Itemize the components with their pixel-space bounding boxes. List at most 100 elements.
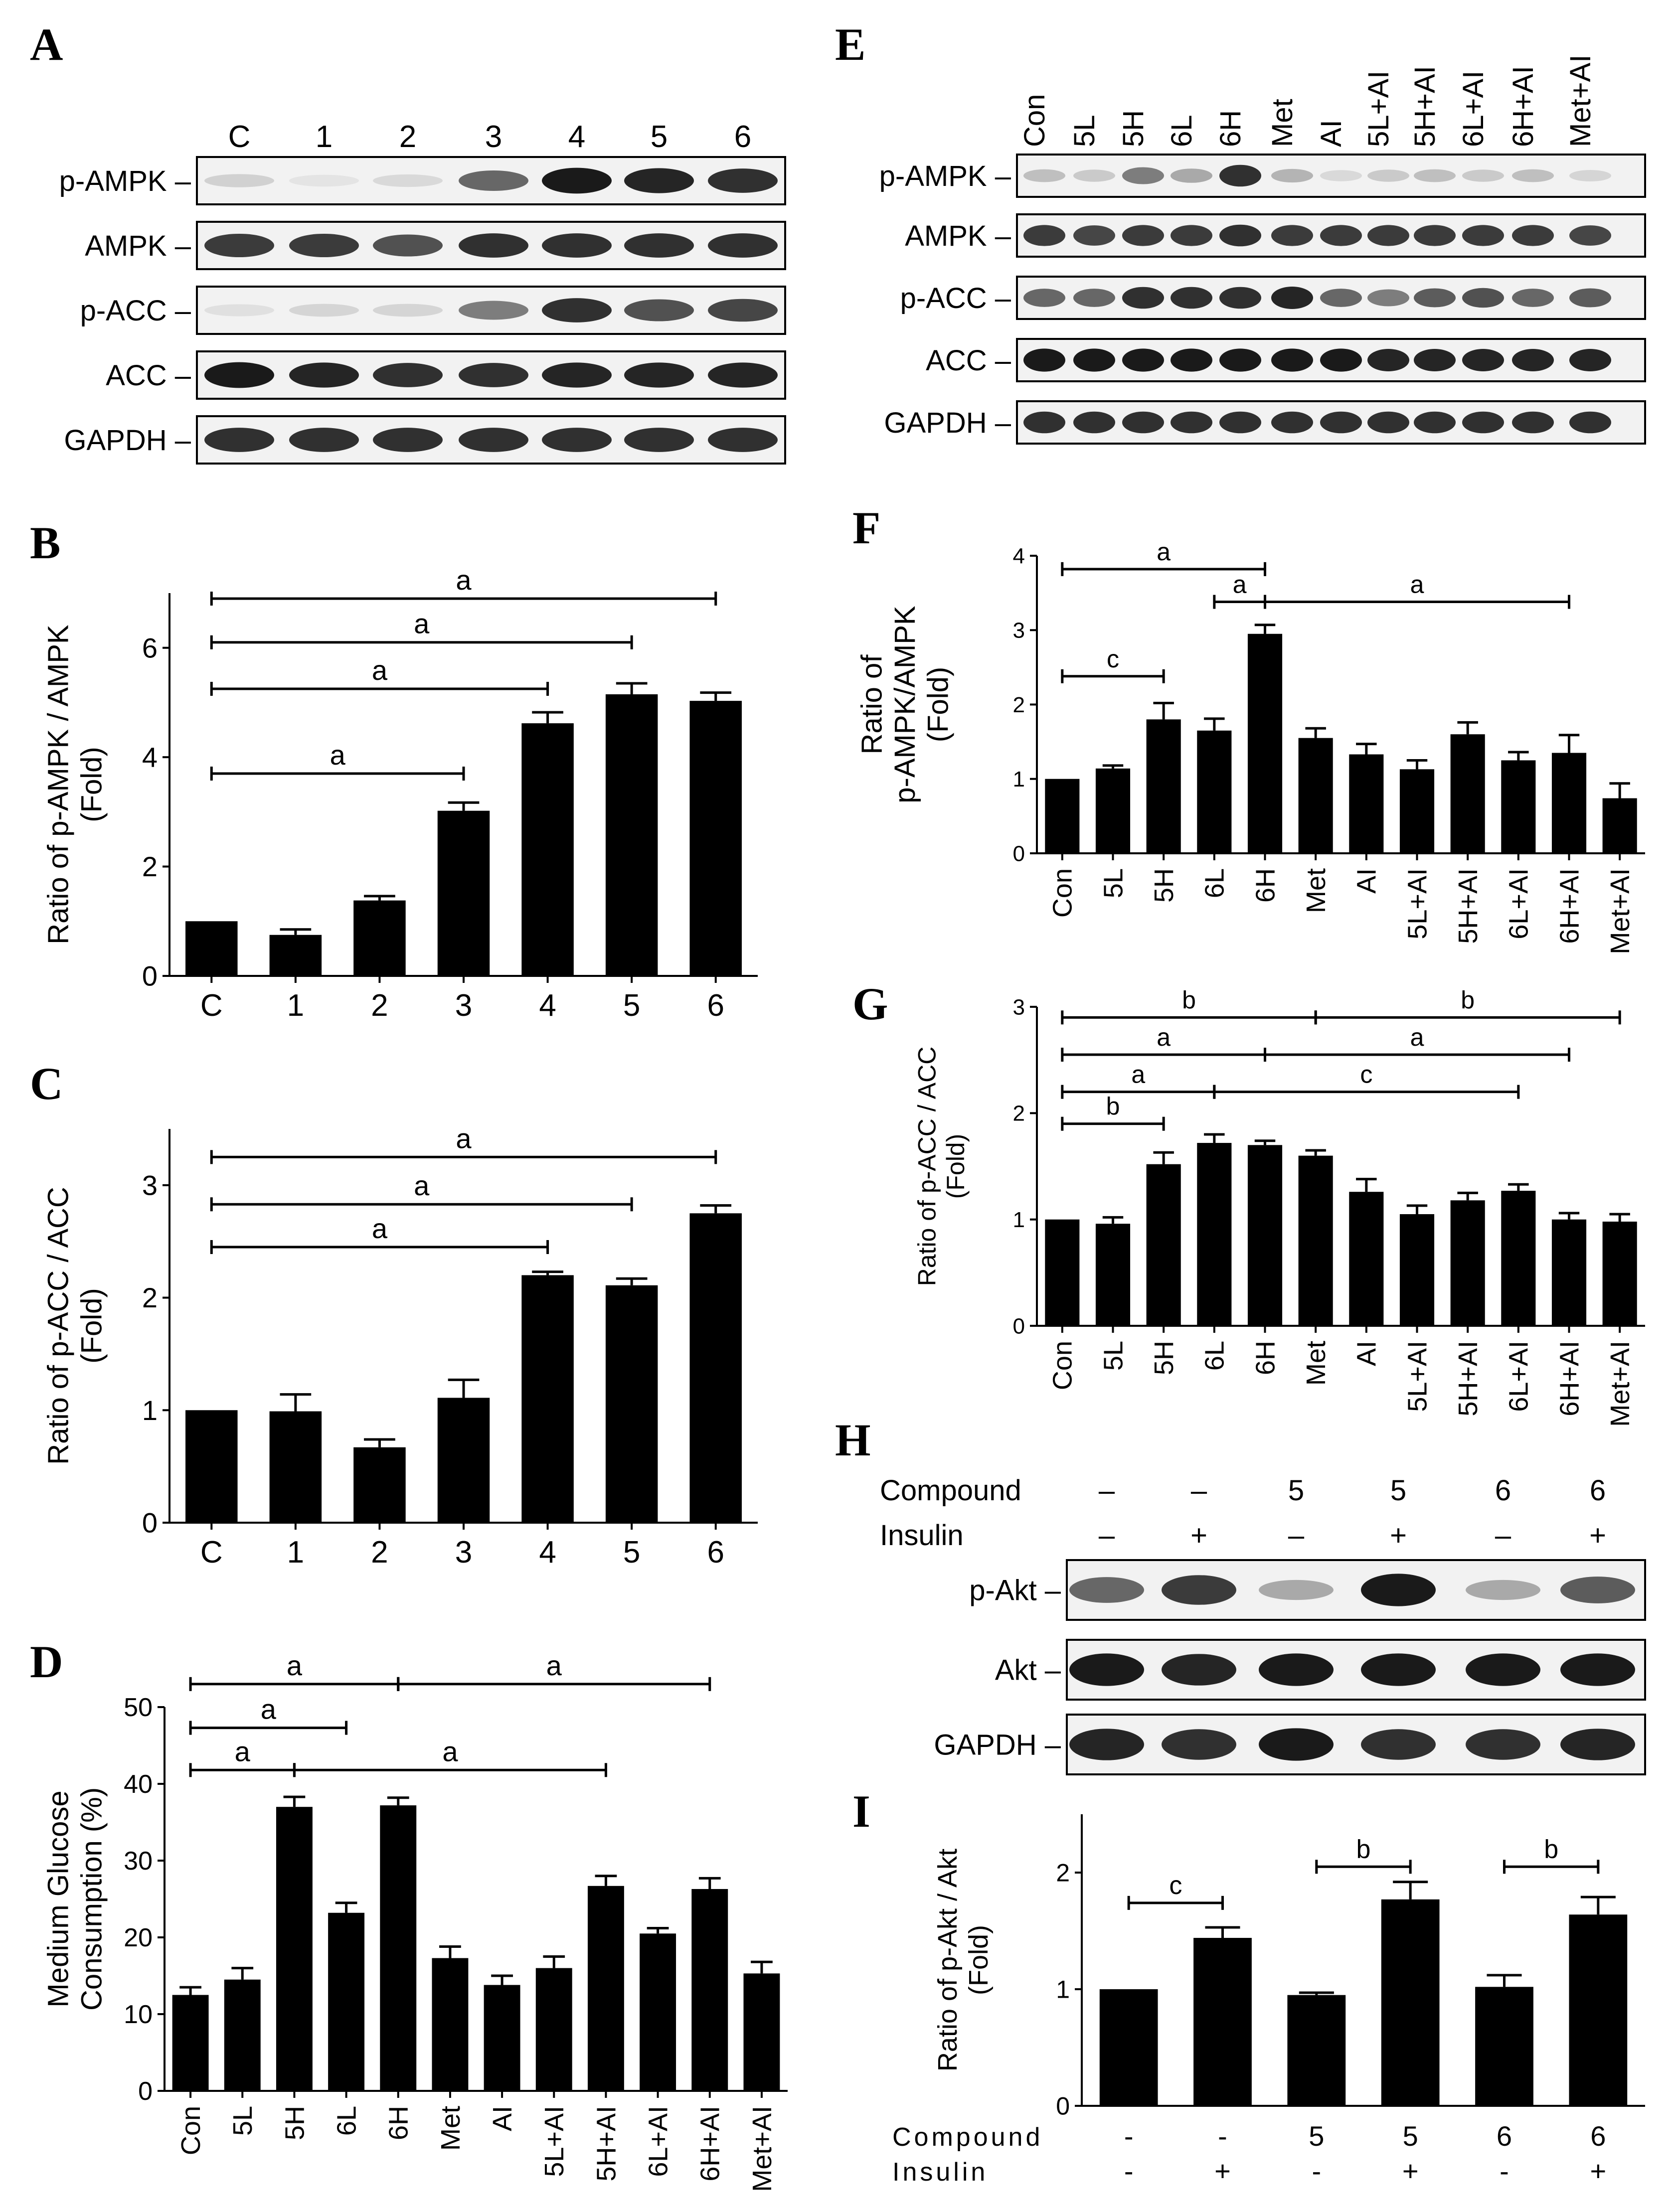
blot-band	[1560, 1653, 1635, 1686]
y-tick-label: 0	[142, 960, 158, 992]
blot-band	[708, 362, 778, 388]
blot-row-label: GAPDH –	[884, 407, 1011, 439]
bar	[605, 694, 658, 976]
y-axis-label: Ratio of p-AMPK / AMPK	[42, 625, 75, 945]
y-tick-label: 0	[1013, 1314, 1025, 1338]
bar	[1287, 1995, 1346, 2106]
y-axis-label: Consumption (%)	[75, 1787, 108, 2011]
blot-band	[1414, 169, 1456, 182]
y-tick-label: 30	[124, 1847, 153, 1876]
blot-band	[1069, 1577, 1144, 1603]
blot-band	[1171, 411, 1212, 434]
bar-chart-d: 0 10 20 30 40 50 Medium Glucose Consumption (%)…	[42, 1650, 788, 2192]
x-tick-label: 2	[371, 1535, 388, 1570]
bar	[484, 1985, 520, 2091]
lane-label: Met+AI	[1564, 55, 1597, 147]
x-tick-label: 4	[539, 988, 556, 1023]
significance-letter: b	[1182, 986, 1196, 1014]
blot-band	[1466, 1729, 1540, 1760]
blot-band	[1023, 411, 1065, 434]
bar	[1349, 1192, 1384, 1326]
blot-band	[1122, 167, 1164, 184]
bar	[1501, 1191, 1536, 1326]
blot-band	[1512, 225, 1554, 246]
significance-letter: a	[442, 1736, 458, 1767]
blot-band	[1320, 170, 1362, 181]
x-tick-label: 1	[287, 988, 304, 1023]
lane-label: 5L	[1068, 115, 1101, 147]
blot-row-label: ACC –	[106, 359, 191, 392]
blot-band	[708, 233, 778, 258]
row-value: 5	[1309, 2120, 1324, 2152]
blot-band	[373, 428, 443, 452]
lane-label: Con	[1018, 94, 1051, 147]
y-axis-label: Ratio of	[855, 654, 888, 755]
significance-letter: a	[1410, 1023, 1424, 1051]
lane-label: AI	[1315, 120, 1347, 147]
western-blot-e: Con 5L 5H 6L 6H Met AI 5L+AI 5H+AI 6L+AI 6H+AI Met+…	[879, 55, 1646, 445]
x-tick-label: Con	[176, 2106, 206, 2155]
bar	[1095, 768, 1131, 853]
blot-band	[1462, 411, 1504, 434]
x-tick-label: 6H+AI	[1554, 868, 1584, 944]
x-tick-label: 6L	[332, 2106, 361, 2136]
bar	[1450, 734, 1485, 853]
panel-label-g: G	[852, 978, 888, 1029]
row-value: -	[1124, 2120, 1134, 2152]
bar	[1095, 1224, 1131, 1326]
blot-band	[1219, 287, 1261, 309]
x-tick-label: 6H	[1250, 1341, 1280, 1375]
bar	[691, 1889, 728, 2091]
blot-band	[1069, 1653, 1144, 1686]
x-tick-label: Con	[1048, 868, 1078, 918]
row-label: Insulin	[892, 2158, 988, 2187]
western-blot-a: C 1 2 3 4 5 6 p-AMPK – AMPK – p-ACC – ACC – GAPDH –	[59, 120, 786, 465]
blot-band	[1466, 1653, 1540, 1686]
blot-band	[1367, 349, 1409, 371]
x-tick-label: 5L+AI	[1402, 868, 1432, 940]
lane-label: 5H	[1117, 110, 1150, 147]
blot-band	[1271, 225, 1313, 246]
bar	[269, 935, 322, 976]
bar	[1399, 769, 1435, 853]
x-tick-label: 6H+AI	[1554, 1341, 1584, 1417]
y-axis-label: (Fold)	[75, 1288, 108, 1363]
blot-band	[1023, 169, 1065, 182]
y-axis-label: Ratio of p-ACC / ACC	[913, 1047, 941, 1286]
y-axis-label: p-AMPK/AMPK	[889, 606, 921, 803]
bar	[224, 1979, 261, 2091]
blot-band	[1122, 411, 1164, 434]
x-tick-label: 3	[455, 1535, 472, 1570]
blot-band	[624, 233, 694, 258]
bar	[587, 1886, 624, 2091]
blot-row-label: ACC –	[926, 344, 1011, 377]
blot-band	[624, 362, 694, 388]
blot-band	[1171, 225, 1212, 246]
blot-row-label: AMPK –	[905, 220, 1011, 252]
blot-band	[1219, 348, 1261, 372]
y-tick-label: 0	[1013, 841, 1025, 866]
x-tick-label: 5L+AI	[1402, 1341, 1432, 1412]
bar	[1602, 1221, 1637, 1326]
blot-band	[1414, 288, 1456, 308]
blot-band	[289, 428, 359, 452]
significance-letter: b	[1106, 1093, 1120, 1120]
significance-letter: a	[414, 608, 430, 639]
blot-band	[1162, 1575, 1236, 1605]
y-tick-label: 2	[1013, 1102, 1025, 1126]
x-tick-label: 6	[707, 988, 724, 1023]
y-tick-label: 6	[142, 632, 158, 663]
blot-header-value: 6	[1590, 1474, 1606, 1507]
blot-band	[708, 168, 778, 193]
significance-letter: c	[1107, 645, 1119, 673]
x-tick-label: Met+AI	[1605, 1341, 1635, 1427]
bar	[743, 1973, 780, 2091]
bar	[1247, 1145, 1283, 1326]
blot-band	[1171, 168, 1212, 183]
bar	[1146, 719, 1181, 853]
bar	[535, 1968, 572, 2091]
significance-letter: a	[546, 1650, 562, 1681]
x-tick-label: 5H+AI	[1453, 1341, 1483, 1417]
blot-band	[1414, 411, 1456, 434]
